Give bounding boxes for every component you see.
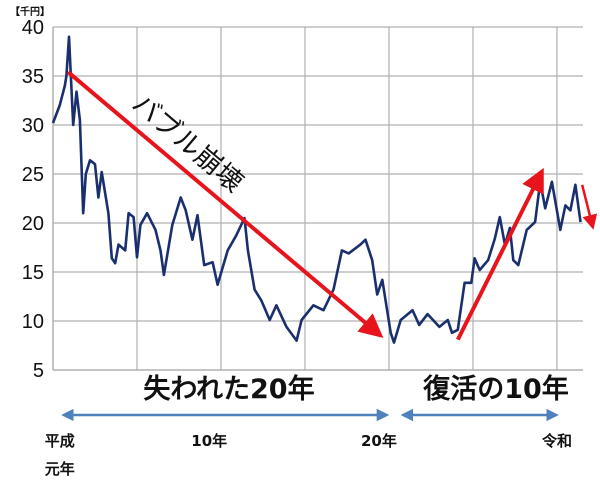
bubble-collapse-label: バブル崩壊 <box>126 88 249 199</box>
era-label: 20年 <box>361 432 397 450</box>
trend-arrow <box>456 167 544 341</box>
era-label: 平成 <box>45 432 75 450</box>
era-sub-label: 元年 <box>45 460 75 478</box>
y-tick-label: 35 <box>22 66 44 88</box>
y-tick-label: 25 <box>22 164 44 186</box>
y-tick-label: 15 <box>22 262 44 284</box>
period-label: 復活の10年 <box>422 373 569 405</box>
y-tick-label: 40 <box>22 17 44 39</box>
period-annotations: 失われた20年 復活の10年 <box>61 373 569 422</box>
era-label: 10年 <box>191 432 227 450</box>
y-tick-label: 5 <box>33 360 44 382</box>
trend-arrow <box>580 184 598 230</box>
y-axis: 5 10 15 20 25 30 35 40 <box>22 17 44 382</box>
y-tick-label: 20 <box>22 213 44 235</box>
gridlines <box>52 26 583 371</box>
period-label: 失われた20年 <box>143 373 314 405</box>
y-tick-label: 30 <box>22 115 44 137</box>
trend-arrows: バブル崩壊 <box>66 70 598 341</box>
y-tick-label: 10 <box>22 311 44 333</box>
trend-arrow <box>66 70 384 338</box>
unit-label: 【千円】 <box>10 5 50 18</box>
era-label: 令和 <box>542 432 572 450</box>
series-line <box>51 35 582 344</box>
series-group <box>51 35 582 344</box>
